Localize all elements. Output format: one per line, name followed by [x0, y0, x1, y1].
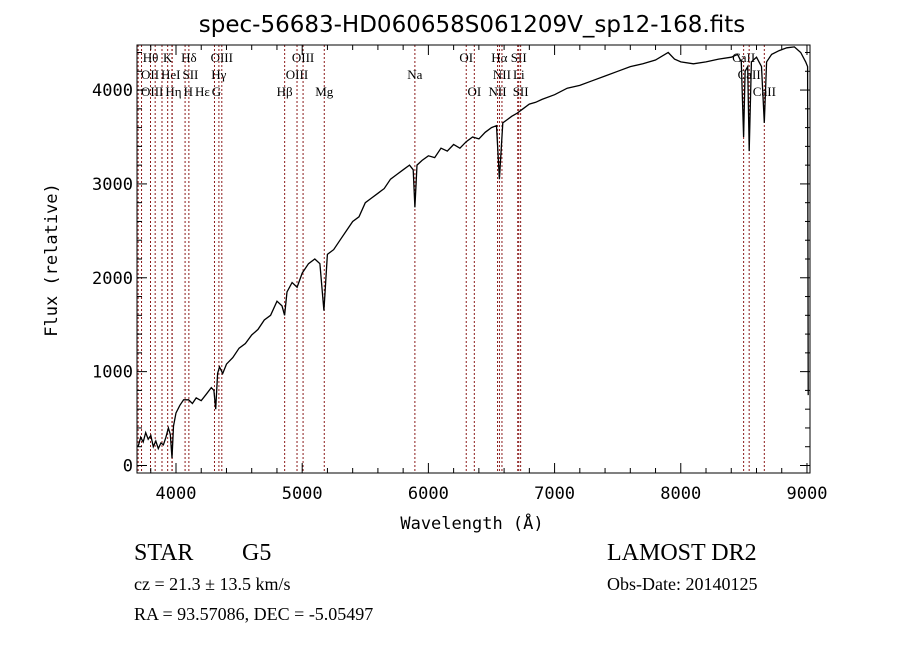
- redshift-cz: cz = 21.3 ± 13.5 km/s: [134, 574, 291, 594]
- line-label: NII: [489, 84, 507, 99]
- survey-name: LAMOST DR2: [607, 540, 757, 566]
- line-label: Hβ: [277, 84, 293, 99]
- line-label: NII: [493, 67, 511, 82]
- x-tick-label: 4000: [156, 484, 197, 504]
- line-label: OII: [141, 67, 159, 82]
- object-class: STAR: [134, 540, 193, 566]
- line-label: K: [163, 50, 173, 65]
- x-axis-label: Wavelength (Å): [400, 512, 543, 534]
- x-tick-label: 7000: [534, 484, 575, 504]
- x-tick-label: 8000: [660, 484, 701, 504]
- line-label: Hα: [491, 50, 507, 65]
- y-tick-label: 0: [123, 456, 133, 476]
- line-label: G: [212, 84, 221, 99]
- line-label: SII: [513, 84, 529, 99]
- line-label: CaII: [753, 84, 776, 99]
- y-tick-label: 1000: [92, 363, 133, 383]
- line-label: SII: [511, 50, 527, 65]
- y-tick-label: 4000: [92, 81, 133, 101]
- coordinates: RA = 93.57086, DEC = -5.05497: [134, 604, 373, 624]
- plot-frame: [136, 44, 811, 474]
- line-label: CaII: [738, 67, 761, 82]
- y-tick-label: 3000: [92, 175, 133, 195]
- subclass: G5: [242, 540, 271, 566]
- line-label: OI: [459, 50, 473, 65]
- line-label: OI: [468, 84, 482, 99]
- line-label: SII: [183, 67, 199, 82]
- line-label: Hε: [195, 84, 210, 99]
- line-label: Hθ: [143, 50, 159, 65]
- y-tick-label: 2000: [92, 269, 133, 289]
- line-label: Hγ: [211, 67, 226, 82]
- line-label: H: [184, 84, 193, 99]
- line-label: Li: [513, 67, 525, 82]
- line-label: Na: [407, 67, 422, 82]
- line-label: OIII: [292, 50, 314, 65]
- chart-title: spec-56683-HD060658S061209V_sp12-168.fit…: [199, 12, 745, 38]
- line-label: Mg: [315, 84, 334, 99]
- line-label: HeI: [161, 67, 181, 82]
- line-label: OIII: [211, 50, 233, 65]
- x-tick-label: 5000: [282, 484, 323, 504]
- line-label: OIII: [141, 84, 163, 99]
- line-label: OIII: [286, 67, 308, 82]
- y-axis-label: Flux (relative): [42, 183, 62, 337]
- spectrum-line: [137, 46, 809, 459]
- obs-date: Obs-Date: 20140125: [607, 574, 757, 594]
- line-label: Hη: [165, 84, 181, 99]
- line-label: Hδ: [181, 50, 197, 65]
- x-tick-label: 6000: [408, 484, 449, 504]
- x-tick-label: 9000: [786, 484, 827, 504]
- axis-ticks: 4000 5000 6000 7000 8000 9000 0 1000 2000 3000 400…: [92, 45, 827, 504]
